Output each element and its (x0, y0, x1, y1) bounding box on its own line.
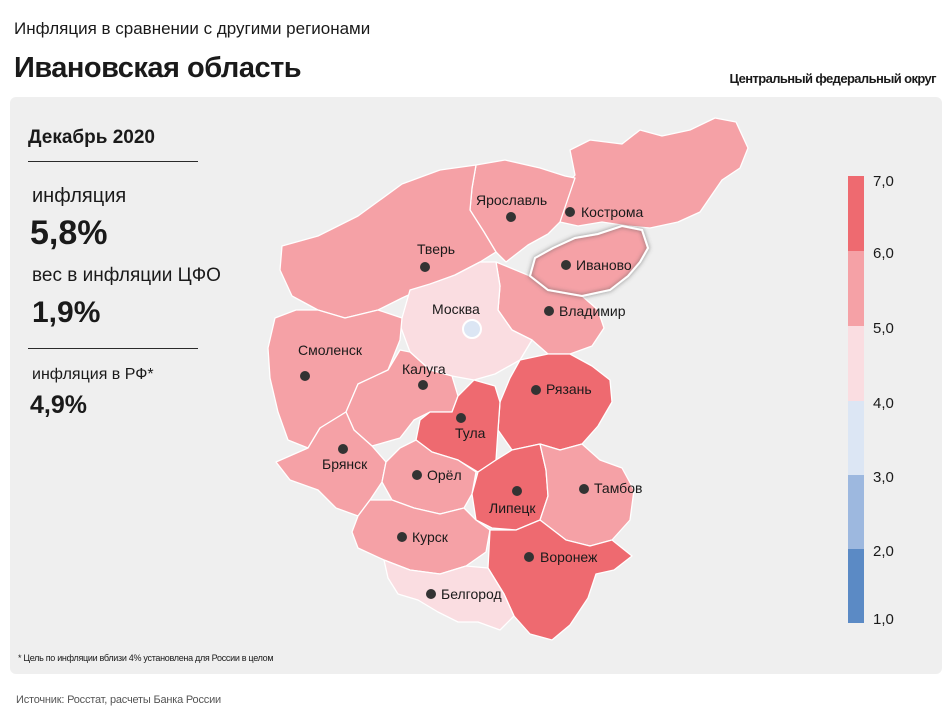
city-marker (456, 413, 466, 423)
page-title: Ивановская область (14, 52, 302, 84)
region-ryazan[interactable] (497, 353, 613, 451)
city-label-moskva: Москва (432, 301, 480, 317)
city-label-tula: Тула (455, 425, 486, 441)
inflation-value: 5,8% (30, 214, 108, 252)
highlighted-region-outline (528, 224, 650, 298)
legend-tick: 1,0 (873, 611, 894, 628)
city-marker (426, 589, 436, 599)
legend-tick: 3,0 (873, 469, 894, 486)
rf-inflation-value: 4,9% (30, 391, 87, 419)
divider (28, 161, 198, 162)
city-label-lipetsk: Липецк (489, 500, 536, 516)
city-marker (338, 444, 348, 454)
capital-marker (462, 319, 482, 339)
city-marker (418, 380, 428, 390)
city-label-bryansk: Брянск (322, 456, 368, 472)
city-label-tambov: Тамбов (594, 480, 642, 496)
region-bryansk[interactable] (275, 411, 387, 517)
district-label: Центральный федеральный округ (729, 71, 937, 86)
footnote: * Цель по инфляции вблизи 4% установлена… (18, 653, 274, 663)
legend-band-3-4 (848, 401, 864, 475)
rf-inflation-label: инфляция в РФ* (32, 366, 154, 383)
legend-band-2-3 (848, 475, 864, 549)
period-label: Декабрь 2020 (28, 127, 155, 148)
legend-tick: 4,0 (873, 395, 894, 412)
legend-scale (848, 176, 864, 623)
city-label-vladimir: Владимир (559, 303, 626, 319)
city-label-kursk: Курск (412, 529, 449, 545)
city-marker (524, 552, 534, 562)
region-belgorod[interactable] (383, 559, 515, 631)
region-kostroma[interactable] (554, 117, 749, 229)
legend-tick: 5,0 (873, 320, 894, 337)
inflation-label: инфляция (32, 185, 127, 207)
legend-tick: 6,0 (873, 245, 894, 262)
legend-tick: 2,0 (873, 543, 894, 560)
legend-band-1-2 (848, 549, 864, 623)
city-marker (397, 532, 407, 542)
city-marker (531, 385, 541, 395)
page-subtitle: Инфляция в сравнении с другими регионами (14, 19, 371, 38)
city-label-oryol: Орёл (427, 467, 462, 483)
city-label-smolensk: Смоленск (298, 342, 363, 358)
city-marker (579, 484, 589, 494)
divider (28, 348, 198, 349)
legend-tick: 7,0 (873, 173, 894, 190)
city-marker (561, 260, 571, 270)
city-marker (420, 262, 430, 272)
city-marker (565, 207, 575, 217)
city-label-kaluga: Калуга (402, 361, 446, 377)
city-label-ryazan: Рязань (546, 381, 592, 397)
city-label-yaroslavl: Ярославль (476, 192, 547, 208)
legend-band-6-7 (848, 176, 864, 251)
city-label-kostroma: Кострома (581, 204, 644, 220)
city-marker (512, 486, 522, 496)
legend-band-4-5 (848, 326, 864, 401)
source-note: Источник: Росстат, расчеты Банка России (16, 694, 221, 706)
city-marker (506, 212, 516, 222)
city-marker (544, 306, 554, 316)
city-label-voronezh: Воронеж (540, 549, 598, 565)
city-marker (300, 371, 310, 381)
legend-band-5-6 (848, 251, 864, 326)
region-tambov[interactable] (539, 443, 635, 547)
city-label-ivanovo: Иваново (576, 257, 632, 273)
region-kursk[interactable] (351, 499, 491, 575)
weight-label: вес в инфляции ЦФО (32, 265, 221, 286)
city-marker (412, 470, 422, 480)
city-label-tver: Тверь (417, 241, 455, 257)
city-label-belgorod: Белгород (441, 586, 502, 602)
weight-value: 1,9% (32, 296, 101, 329)
